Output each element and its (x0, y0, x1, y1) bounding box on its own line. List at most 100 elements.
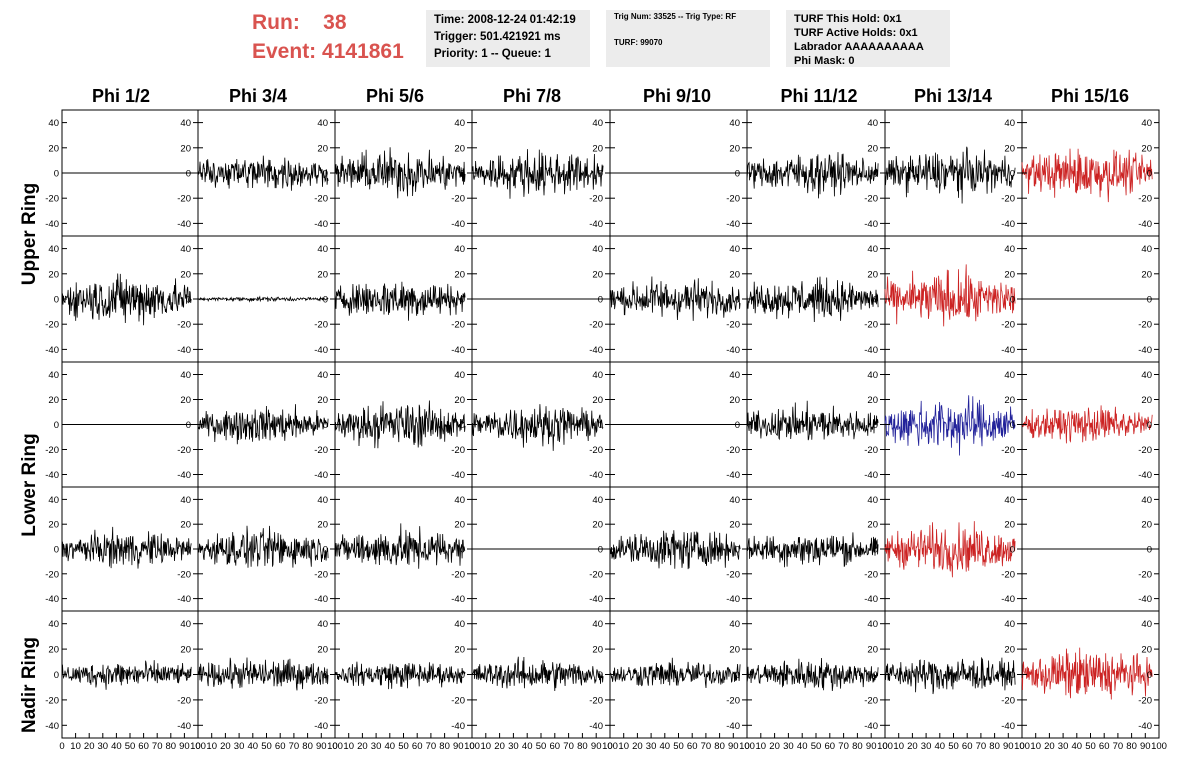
y-tick-label: 0 (873, 169, 878, 180)
x-tick-label: 40 (1072, 741, 1083, 752)
run-label: Run: (252, 11, 300, 34)
y-tick-label: -20 (177, 695, 191, 706)
x-tick-label: 90 (1140, 741, 1151, 752)
waveform-trace (1021, 148, 1153, 203)
waveform-trace (334, 661, 466, 690)
x-tick-label: 0 (469, 741, 474, 752)
y-tick-label: 0 (1147, 420, 1152, 431)
y-tick-label: 40 (1004, 244, 1015, 255)
y-tick-label: 20 (592, 269, 603, 280)
y-tick-label: 40 (729, 118, 740, 129)
x-tick-label: 50 (948, 741, 959, 752)
y-tick-label: -20 (45, 695, 59, 706)
y-tick-label: 20 (729, 520, 740, 531)
x-tick-label: 0 (607, 741, 612, 752)
y-tick-label: 0 (186, 295, 191, 306)
waveform-trace (884, 264, 1016, 327)
y-tick-label: 0 (460, 295, 465, 306)
y-tick-label: 0 (1010, 545, 1015, 556)
y-tick-label: 0 (735, 545, 740, 556)
y-tick-label: -20 (451, 320, 465, 331)
x-tick-label: 10 (618, 741, 629, 752)
y-tick-label: -20 (589, 445, 603, 456)
x-tick-label: 0 (1019, 741, 1024, 752)
y-tick-label: 20 (592, 395, 603, 406)
y-tick-label: 20 (180, 143, 191, 154)
waveform-trace (746, 400, 879, 441)
waveform-trace (1021, 647, 1153, 700)
y-tick-label: 20 (317, 395, 328, 406)
x-tick-label: 10 (1030, 741, 1041, 752)
y-tick-label: 20 (454, 269, 465, 280)
y-tick-label: -40 (177, 219, 191, 230)
x-tick-label: 80 (1126, 741, 1137, 752)
waveform-trace (746, 657, 879, 692)
x-tick-label: 80 (989, 741, 1000, 752)
y-tick-label: -20 (726, 320, 740, 331)
y-tick-label: 0 (186, 670, 191, 681)
y-tick-label: -40 (1001, 721, 1015, 732)
y-tick-label: -40 (314, 721, 328, 732)
run-event-block: Run: 38 Event: 4141861 (252, 8, 404, 66)
y-tick-label: 20 (317, 645, 328, 656)
y-tick-label: 40 (180, 244, 191, 255)
y-tick-label: -40 (177, 345, 191, 356)
y-tick-label: 40 (454, 619, 465, 630)
x-tick-label: 100 (739, 741, 755, 752)
y-tick-label: 0 (598, 670, 603, 681)
y-tick-label: -40 (314, 470, 328, 481)
x-tick-label: 60 (550, 741, 561, 752)
waveform-trace (197, 155, 329, 191)
x-tick-label: 80 (714, 741, 725, 752)
x-tick-label: 40 (111, 741, 122, 752)
y-tick-label: -40 (1001, 470, 1015, 481)
y-tick-label: -20 (589, 194, 603, 205)
y-tick-label: 40 (317, 370, 328, 381)
y-tick-label: -20 (726, 445, 740, 456)
y-tick-label: -40 (1138, 470, 1152, 481)
y-tick-label: -20 (589, 569, 603, 580)
y-tick-label: 0 (54, 295, 59, 306)
x-tick-label: 20 (1044, 741, 1055, 752)
x-tick-label: 70 (289, 741, 300, 752)
y-tick-label: -40 (451, 470, 465, 481)
x-tick-label: 60 (1099, 741, 1110, 752)
x-tick-label: 70 (838, 741, 849, 752)
panel-frame (197, 486, 336, 612)
y-tick-label: 40 (48, 118, 59, 129)
y-tick-label: 0 (54, 670, 59, 681)
y-tick-label: 0 (460, 169, 465, 180)
trig-info-box: Trig Num: 33525 -- Trig Type: RF TURF: 9… (606, 10, 770, 67)
y-tick-label: 40 (1141, 370, 1152, 381)
y-tick-label: -40 (864, 470, 878, 481)
x-tick-label: 50 (1085, 741, 1096, 752)
x-tick-label: 60 (275, 741, 286, 752)
y-tick-label: -40 (864, 345, 878, 356)
y-tick-label: -20 (177, 569, 191, 580)
time-info-box: Time: 2008-12-24 01:42:19 Trigger: 501.4… (426, 10, 590, 67)
x-tick-label: 50 (673, 741, 684, 752)
y-tick-label: -40 (451, 721, 465, 732)
y-tick-label: 0 (1147, 670, 1152, 681)
waveform-trace (471, 404, 604, 451)
y-tick-label: 40 (729, 370, 740, 381)
y-tick-label: -40 (1001, 219, 1015, 230)
x-tick-label: 10 (343, 741, 354, 752)
time-text: Time: 2008-12-24 01:42:19 (434, 14, 576, 26)
y-tick-label: 20 (48, 143, 59, 154)
y-tick-label: -40 (45, 345, 59, 356)
y-tick-label: 40 (867, 495, 878, 506)
y-tick-label: -40 (451, 594, 465, 605)
y-tick-label: 20 (1004, 520, 1015, 531)
y-tick-label: 40 (592, 244, 603, 255)
x-tick-label: 70 (1113, 741, 1124, 752)
y-tick-label: -40 (589, 219, 603, 230)
x-tick-label: 90 (728, 741, 739, 752)
waveform-trace (746, 152, 879, 199)
y-tick-label: -40 (45, 594, 59, 605)
x-tick-label: 10 (70, 741, 81, 752)
y-tick-label: 40 (317, 118, 328, 129)
y-tick-label: -40 (314, 345, 328, 356)
y-tick-label: -20 (451, 194, 465, 205)
y-tick-label: 0 (598, 295, 603, 306)
